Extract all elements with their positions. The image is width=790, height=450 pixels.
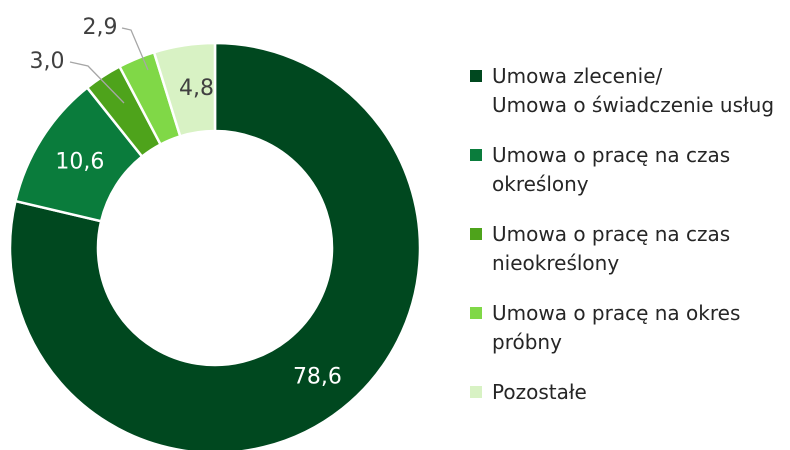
legend-swatch bbox=[470, 70, 482, 82]
legend-swatch bbox=[470, 386, 482, 398]
data-label-umowa-zlecenie: 78,6 bbox=[293, 364, 342, 389]
legend-item-umowa-zlecenie: Umowa zlecenie/Umowa o świadczenie usług bbox=[460, 62, 790, 120]
leader-line-probny bbox=[121, 27, 149, 71]
legend-item-nieokreslony: Umowa o pracę na czas nieokreślony bbox=[460, 220, 790, 278]
slice-pozostale bbox=[152, 41, 217, 138]
legend-label: Pozostałe bbox=[492, 380, 587, 404]
data-label-probny: 2,9 bbox=[83, 15, 118, 40]
donut-chart: 78,6 10,6 4,8 3,0 2,9 bbox=[8, 15, 422, 450]
legend-label: Umowa o świadczenie usług bbox=[492, 93, 775, 117]
data-label-nieokreslony: 3,0 bbox=[30, 49, 65, 74]
legend-label: Umowa o pracę na czas bbox=[492, 143, 731, 167]
leader-line-nieokreslony bbox=[69, 61, 125, 104]
legend-label: Umowa o pracę na okres bbox=[492, 301, 741, 325]
legend: Umowa zlecenie/Umowa o świadczenie usług… bbox=[460, 62, 790, 407]
legend-swatch bbox=[470, 307, 482, 319]
legend-label: nieokreślony bbox=[492, 251, 620, 275]
legend-swatch bbox=[470, 228, 482, 240]
legend-label: Umowa zlecenie/ bbox=[492, 64, 663, 88]
legend-item-probny: Umowa o pracę na okres próbny bbox=[460, 299, 790, 357]
legend-item-pozostale: Pozostałe bbox=[460, 378, 790, 407]
slice-umowa-zlecenie bbox=[8, 41, 422, 450]
legend-swatch bbox=[470, 149, 482, 161]
legend-label: określony bbox=[492, 172, 589, 196]
data-label-okreslony: 10,6 bbox=[55, 149, 104, 174]
data-label-pozostale: 4,8 bbox=[179, 76, 214, 101]
legend-label: próbny bbox=[492, 330, 562, 354]
legend-label: Umowa o pracę na czas bbox=[492, 222, 731, 246]
legend-item-okreslony: Umowa o pracę na czas określony bbox=[460, 141, 790, 199]
